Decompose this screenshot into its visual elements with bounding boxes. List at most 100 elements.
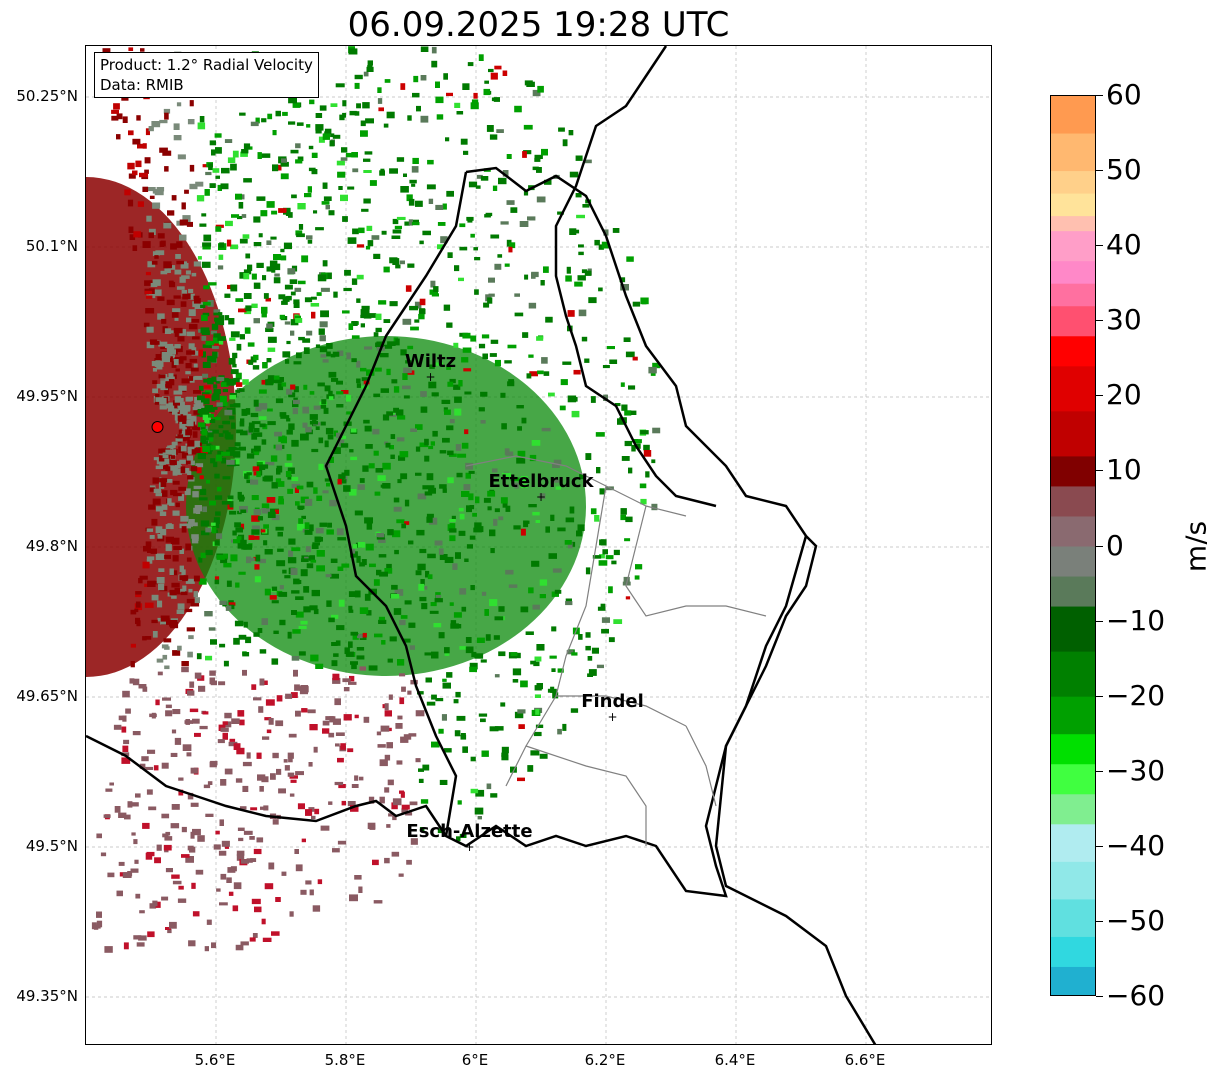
- radar-echo-pixel: [333, 653, 339, 657]
- radar-echo-pixel: [211, 395, 216, 402]
- radar-echo-pixel: [275, 897, 281, 902]
- radar-echo-pixel: [420, 799, 429, 804]
- radar-echo-pixel: [390, 454, 395, 459]
- radar-echo-pixel: [275, 526, 284, 531]
- radar-echo-pixel: [168, 502, 175, 506]
- radar-echo-pixel: [262, 937, 272, 942]
- radar-echo-pixel: [182, 419, 191, 424]
- radar-echo-pixel: [252, 466, 260, 472]
- radar-echo-pixel: [161, 356, 170, 363]
- radar-echo-pixel: [243, 178, 252, 183]
- radar-echo-pixel: [443, 407, 448, 412]
- radar-echo-pixel: [625, 596, 631, 600]
- radar-echo-pixel: [446, 672, 453, 678]
- radar-echo-pixel: [146, 789, 153, 795]
- radar-echo-pixel: [401, 523, 406, 529]
- radar-echo-pixel: [449, 519, 456, 523]
- radar-echo-pixel: [205, 171, 212, 176]
- radar-echo-pixel: [404, 521, 410, 525]
- radar-echo-pixel: [309, 99, 315, 105]
- radar-echo-pixel: [179, 436, 186, 441]
- radar-echo-pixel: [490, 72, 498, 80]
- radar-echo-pixel: [279, 619, 286, 626]
- radar-echo-pixel: [193, 295, 200, 300]
- radar-echo-pixel: [147, 580, 156, 587]
- radar-echo-pixel: [272, 164, 279, 172]
- radar-echo-pixel: [205, 527, 212, 533]
- radar-echo-pixel: [354, 775, 359, 781]
- radar-echo-pixel: [481, 591, 487, 596]
- radar-echo-pixel: [287, 557, 297, 564]
- map-area[interactable]: + Wiltz + Ettelbruck + Findel + Esch-Alzette: [85, 45, 992, 1045]
- radar-echo-pixel: [169, 465, 179, 471]
- radar-echo-pixel: [175, 368, 180, 372]
- radar-echo-pixel: [161, 471, 168, 475]
- radar-echo-pixel: [258, 403, 268, 410]
- radar-echo-pixel: [185, 363, 192, 369]
- radar-echo-pixel: [569, 506, 575, 514]
- radar-echo-pixel: [204, 390, 212, 394]
- radar-echo-pixel: [498, 516, 504, 521]
- radar-echo-pixel: [129, 678, 135, 684]
- radar-echo-pixel: [251, 898, 261, 905]
- radar-echo-pixel: [287, 488, 293, 494]
- radar-echo-pixel: [123, 942, 129, 950]
- radar-echo-pixel: [517, 450, 526, 457]
- radar-echo-pixel: [167, 929, 172, 934]
- radar-echo-pixel: [375, 327, 382, 333]
- radar-echo-pixel: [402, 385, 411, 390]
- radar-echo-pixel: [145, 852, 153, 860]
- colorbar-segment: [1051, 576, 1095, 608]
- radar-echo-pixel: [613, 619, 623, 624]
- radar-echo-pixel: [541, 427, 551, 432]
- radar-echo-pixel: [605, 555, 614, 560]
- radar-echo-pixel: [541, 148, 548, 156]
- radar-echo-pixel: [476, 174, 483, 179]
- radar-echo-pixel: [216, 554, 225, 560]
- radar-echo-pixel: [349, 110, 357, 116]
- radar-echo-pixel: [445, 137, 450, 142]
- radar-echo-pixel: [194, 732, 201, 737]
- radar-echo-pixel: [174, 396, 181, 403]
- radar-echo-pixel: [142, 561, 150, 569]
- radar-echo-pixel: [481, 750, 489, 757]
- radar-echo-pixel: [156, 658, 164, 663]
- radar-echo-pixel: [287, 752, 294, 759]
- radar-echo-pixel: [283, 242, 292, 250]
- radar-echo-pixel: [224, 315, 230, 321]
- radar-echo-pixel: [497, 254, 503, 258]
- radar-echo-pixel: [178, 419, 185, 424]
- place-marker: +: [607, 710, 617, 724]
- radar-echo-pixel: [449, 602, 454, 606]
- radar-echo-pixel: [220, 382, 229, 387]
- radar-echo-pixel: [198, 422, 205, 428]
- radar-echo-pixel: [308, 762, 313, 767]
- radar-echo-pixel: [498, 177, 507, 185]
- radar-echo-pixel: [431, 60, 438, 68]
- radar-echo-pixel: [337, 566, 344, 571]
- radar-echo-pixel: [193, 575, 200, 582]
- radar-echo-pixel: [290, 291, 296, 296]
- radar-echo-pixel: [96, 833, 102, 839]
- radar-echo-pixel: [393, 506, 402, 512]
- radar-echo-pixel: [474, 807, 484, 815]
- radar-echo-pixel: [212, 393, 220, 401]
- radar-echo-pixel: [394, 225, 402, 230]
- radar-echo-pixel: [453, 342, 459, 348]
- radar-echo-pixel: [222, 430, 229, 434]
- radar-echo-pixel: [578, 309, 587, 317]
- radar-echo-pixel: [368, 313, 377, 318]
- radar-echo-pixel: [283, 207, 291, 215]
- radar-echo-pixel: [458, 277, 464, 282]
- radar-echo-pixel: [264, 883, 274, 890]
- radar-echo-pixel: [233, 377, 240, 385]
- radar-echo-pixel: [397, 479, 402, 484]
- radar-echo-pixel: [431, 651, 439, 659]
- radar-echo-pixel: [388, 813, 393, 817]
- lon-tick-label: 6.6°E: [844, 1051, 886, 1069]
- radar-echo-pixel: [430, 441, 435, 446]
- radar-echo-pixel: [221, 167, 230, 174]
- radar-echo-pixel: [192, 407, 197, 411]
- radar-echo-pixel: [190, 802, 199, 807]
- radar-echo-pixel: [400, 186, 409, 193]
